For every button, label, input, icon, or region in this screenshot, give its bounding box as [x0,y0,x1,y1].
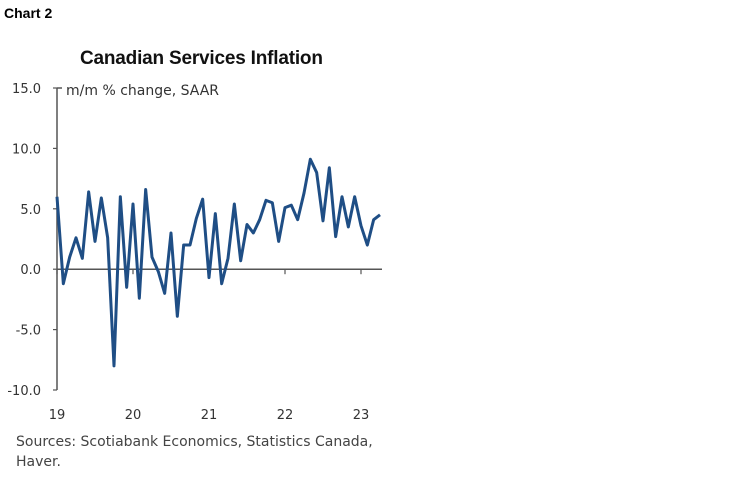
y-tick-label: -10.0 [7,384,41,399]
series-line [55,157,381,368]
y-tick-label: -5.0 [16,324,41,339]
chart-label: Chart 2 [4,5,53,21]
x-tick-label: 19 [49,408,66,423]
y-tick-label: 5.0 [20,203,41,218]
y-tick-label: 10.0 [12,142,41,157]
x-tick-label: 22 [277,408,294,423]
sources-note: Sources: Scotiabank Economics, Statistic… [16,434,373,470]
x-tick-label: 23 [353,408,370,423]
x-tick-label: 21 [201,408,218,423]
y-tick-label: 15.0 [12,82,41,97]
y-tick-label: 0.0 [20,263,41,278]
x-tick-label: 20 [125,408,142,423]
y-axis-label: m/m % change, SAAR [66,83,220,99]
chart-title: Canadian Services Inflation [80,48,323,69]
